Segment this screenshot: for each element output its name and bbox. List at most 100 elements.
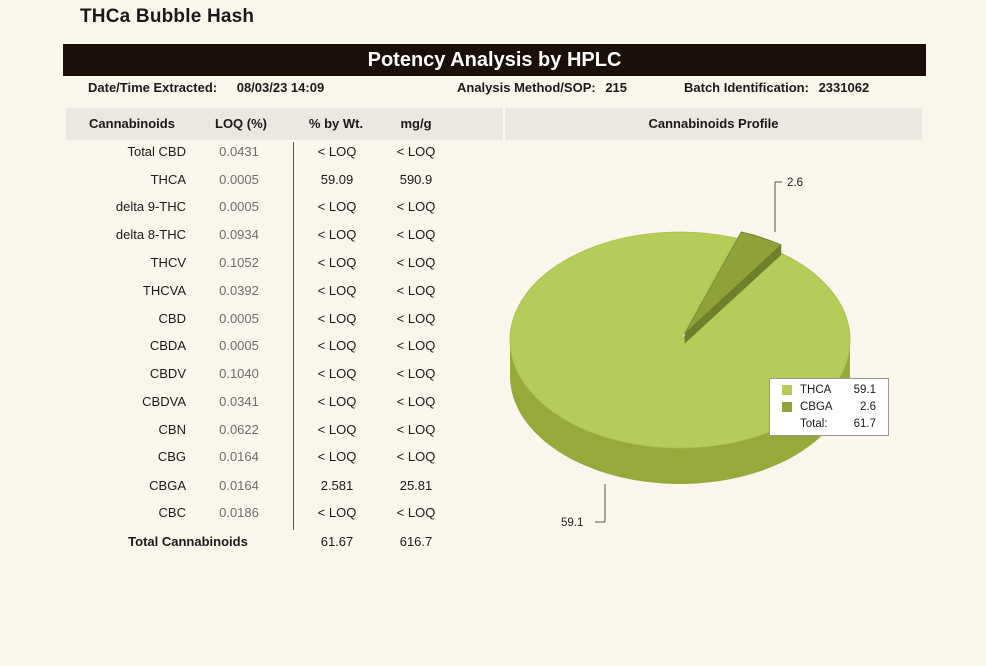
table-row: CBDVA 0.0341 < LOQ < LOQ	[0, 392, 520, 412]
header-pct: % by Wt.	[308, 116, 364, 131]
cbga-slice	[684, 231, 782, 335]
table-row: THCVA 0.0392 < LOQ < LOQ	[0, 281, 520, 301]
table-row: CBG 0.0164 < LOQ < LOQ	[0, 447, 520, 467]
thca-slice	[509, 231, 851, 449]
legend-label: CBGA	[800, 401, 833, 413]
loq-value: 0.0005	[219, 172, 259, 187]
cbga-slice-side	[684, 244, 782, 344]
mg-value: < LOQ	[396, 505, 436, 520]
mg-value: 25.81	[399, 478, 433, 493]
date-value: 08/03/23 14:09	[236, 80, 325, 95]
cbga-data-label: 2.6	[787, 177, 803, 189]
pct-value: < LOQ	[317, 283, 357, 298]
table-row: CBN 0.0622 < LOQ < LOQ	[0, 420, 520, 440]
mg-value: < LOQ	[396, 422, 436, 437]
analysis-method: Analysis Method/SOP: 215	[457, 80, 627, 95]
cannabinoid-name: THCV	[150, 255, 186, 270]
legend-value: 2.6	[860, 401, 876, 413]
cannabinoid-name: THCVA	[142, 283, 186, 298]
table-row: THCV 0.1052 < LOQ < LOQ	[0, 253, 520, 273]
loq-value: 0.0431	[219, 144, 259, 159]
pct-value: < LOQ	[317, 227, 357, 242]
batch-value: 2331062	[818, 80, 870, 95]
loq-value: 0.1040	[219, 366, 259, 381]
pct-value: < LOQ	[317, 449, 357, 464]
loq-value: 0.0392	[219, 283, 259, 298]
batch-identification: Batch Identification: 2331062	[684, 80, 869, 95]
loq-value: 0.0934	[219, 227, 259, 242]
pct-value: < LOQ	[317, 366, 357, 381]
loq-value: 0.0005	[219, 311, 259, 326]
column-divider	[293, 142, 294, 530]
table-row: CBC 0.0186 < LOQ < LOQ	[0, 503, 520, 523]
mg-value: < LOQ	[396, 255, 436, 270]
mg-value: < LOQ	[396, 366, 436, 381]
pct-value: < LOQ	[317, 505, 357, 520]
pct-value: 59.09	[320, 172, 354, 187]
legend-item-cbga: CBGA 2.6	[776, 399, 884, 415]
cannabinoid-name: CBN	[158, 422, 186, 437]
total-pct: 61.67	[320, 534, 354, 549]
cannabinoid-name: CBDV	[149, 366, 186, 381]
pct-value: < LOQ	[317, 394, 357, 409]
method-label: Analysis Method/SOP:	[457, 80, 596, 95]
pct-value: < LOQ	[317, 311, 357, 326]
batch-label: Batch Identification:	[684, 80, 809, 95]
loq-value: 0.0005	[219, 338, 259, 353]
cannabinoid-name: delta 9-THC	[115, 199, 186, 214]
loq-value: 0.0164	[219, 478, 259, 493]
date-extracted: Date/Time Extracted: 08/03/23 14:09	[88, 80, 324, 95]
thca-data-label: 59.1	[561, 517, 583, 529]
thca-swatch	[782, 385, 792, 395]
cannabinoid-name: delta 8-THC	[115, 227, 186, 242]
pct-value: < LOQ	[317, 255, 357, 270]
loq-value: 0.0164	[219, 449, 259, 464]
mg-value: < LOQ	[396, 199, 436, 214]
table-row: THCA 0.0005 59.09 590.9	[0, 170, 520, 190]
table-row: CBDA 0.0005 < LOQ < LOQ	[0, 336, 520, 356]
mg-value: < LOQ	[396, 394, 436, 409]
table-row: CBGA 0.0164 2.581 25.81	[0, 476, 520, 496]
product-title: THCa Bubble Hash	[80, 6, 255, 27]
table-header: Cannabinoids LOQ (%) % by Wt. mg/g	[66, 108, 503, 140]
legend-value: 59.1	[853, 384, 876, 396]
mg-value: < LOQ	[396, 311, 436, 326]
cannabinoid-name: CBDA	[149, 338, 186, 353]
loq-value: 0.0186	[219, 505, 259, 520]
cannabinoid-name: CBGA	[149, 478, 186, 493]
method-value: 215	[605, 80, 628, 95]
pct-value: 2.581	[320, 478, 354, 493]
header-loq: LOQ (%)	[215, 116, 267, 131]
total-mg: 616.7	[399, 534, 433, 549]
pct-value: < LOQ	[317, 422, 357, 437]
loq-value: 0.0341	[219, 394, 259, 409]
header-cannabinoids: Cannabinoids	[89, 116, 175, 131]
total-row: Total Cannabinoids 61.67 616.7	[0, 532, 520, 552]
loq-value: 0.1052	[219, 255, 259, 270]
cannabinoid-name: CBC	[158, 505, 186, 520]
mg-value: < LOQ	[396, 227, 436, 242]
pie-group	[509, 231, 851, 484]
legend-label: THCA	[800, 384, 832, 396]
table-row: delta 8-THC 0.0934 < LOQ < LOQ	[0, 225, 520, 245]
pct-value: < LOQ	[317, 199, 357, 214]
loq-value: 0.0005	[219, 199, 259, 214]
chart-title: Cannabinoids Profile	[505, 108, 922, 140]
mg-value: < LOQ	[396, 144, 436, 159]
cannabinoid-name: CBD	[158, 311, 186, 326]
mg-value: < LOQ	[396, 449, 436, 464]
cannabinoid-name: CBDVA	[142, 394, 186, 409]
legend-total-value: 61.7	[853, 418, 876, 430]
cannabinoids-pie-chart: 2.6 59.1	[509, 177, 851, 529]
pct-value: < LOQ	[317, 144, 357, 159]
report-banner: Potency Analysis by HPLC	[63, 44, 926, 76]
total-label: Total Cannabinoids	[128, 534, 248, 549]
chart-legend: THCA 59.1 CBGA 2.6 Total: 61.7	[769, 378, 889, 436]
legend-total: Total: 61.7	[776, 416, 884, 432]
legend-item-thca: THCA 59.1	[776, 382, 884, 398]
thca-slice-side	[510, 340, 850, 484]
cannabinoid-name: Total CBD	[127, 144, 186, 159]
cbga-swatch	[782, 402, 792, 412]
table-row: CBDV 0.1040 < LOQ < LOQ	[0, 364, 520, 384]
mg-value: < LOQ	[396, 283, 436, 298]
